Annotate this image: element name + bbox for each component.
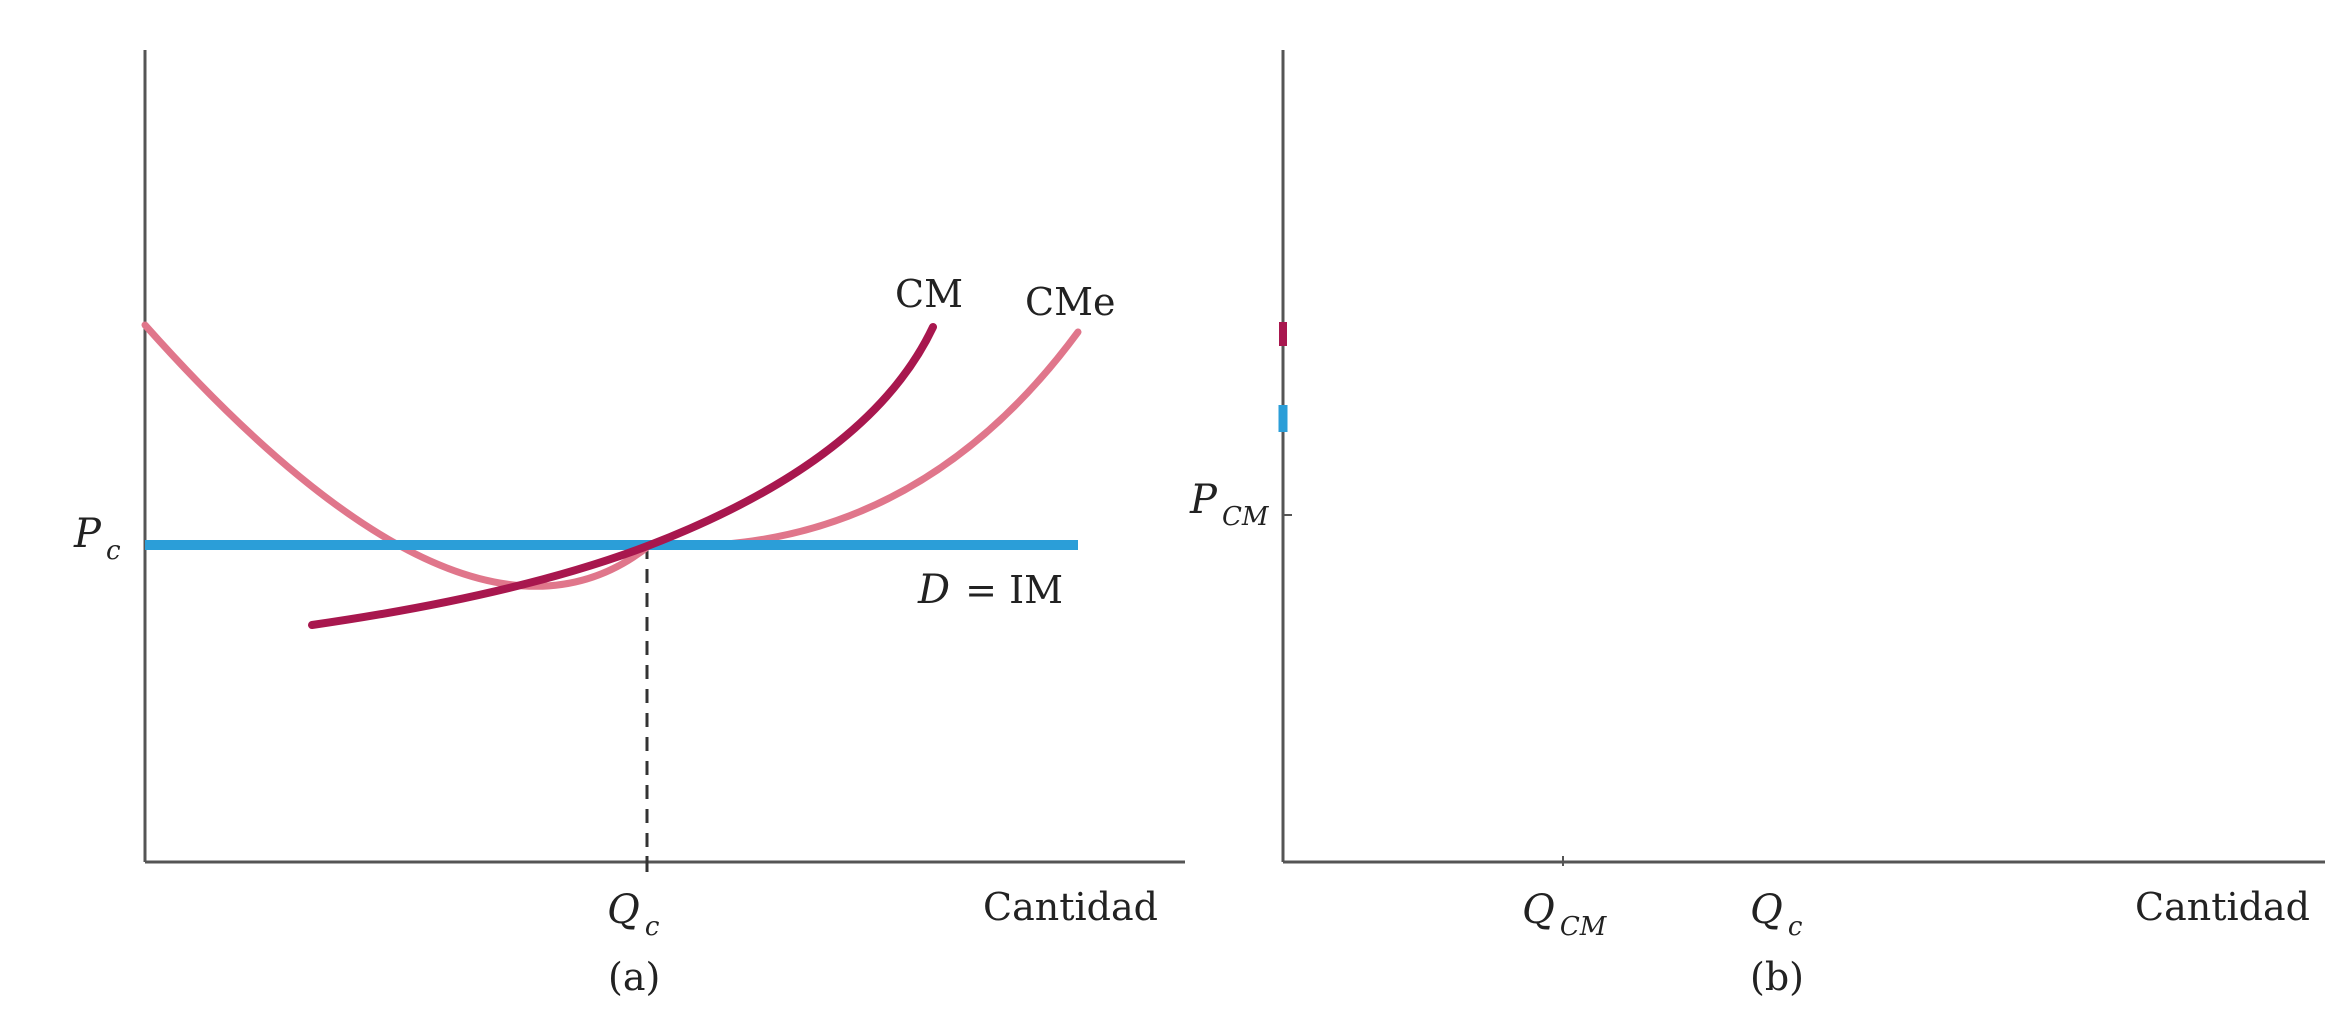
panel-b-price-sub: CM: [1222, 502, 1270, 532]
panel-a-demand-label: D = IM: [917, 567, 1063, 613]
panel-a-price-main: P: [73, 511, 102, 557]
panel-a-marginal-cost-curve: [308, 323, 937, 629]
panel-a: CM CMe D = IM P c Q c Cantidad (a): [73, 50, 1185, 999]
panel-b-caption: (b): [1750, 955, 1804, 999]
panel-a-price-sub: c: [106, 536, 121, 566]
panel-b-qc-sub: c: [1788, 912, 1803, 942]
panel-b-x-axis-label: Cantidad: [2135, 885, 2310, 929]
panel-a-qc-label: Q c: [607, 887, 660, 942]
panel-b-price-main: P: [1189, 477, 1218, 523]
panel-a-cm-label: CM: [895, 272, 963, 316]
panel-a-caption: (a): [608, 955, 660, 999]
panel-a-qc-sub: c: [645, 912, 660, 942]
panel-b-qcm-label: Q CM: [1522, 887, 1608, 942]
panel-b-qcm-sub: CM: [1560, 912, 1608, 942]
panel-a-price-label: P c: [73, 511, 121, 566]
panel-a-demand-im: = IM: [965, 568, 1063, 612]
panel-b-qcm-main: Q: [1522, 887, 1555, 933]
panel-b: P CM Q CM Q c Cantidad (b): [1189, 50, 2325, 999]
panel-a-qc-main: Q: [607, 887, 640, 933]
panel-b-qc-label: Q c: [1750, 887, 1803, 942]
panel-a-x-axis-label: Cantidad: [983, 885, 1158, 929]
panel-a-cme-label: CMe: [1025, 280, 1115, 324]
panel-a-demand-d: D: [917, 567, 950, 613]
panel-b-qc-main: Q: [1750, 887, 1783, 933]
panel-b-price-label: P CM: [1189, 477, 1270, 532]
